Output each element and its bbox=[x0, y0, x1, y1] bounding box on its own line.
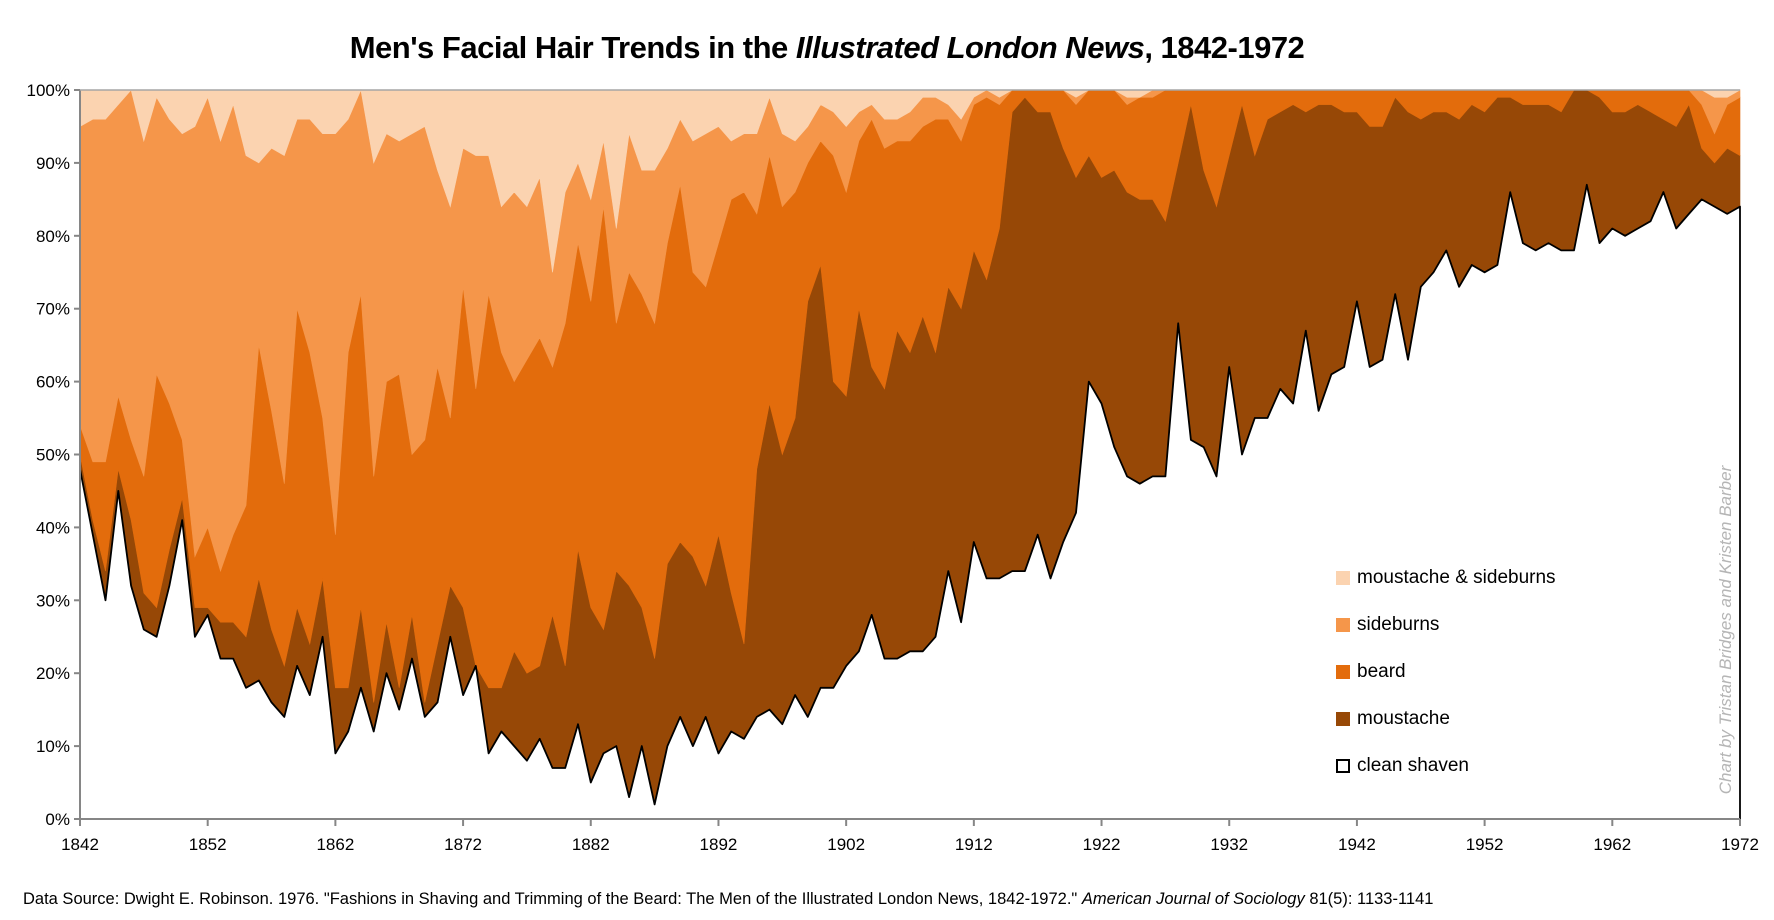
x-tick-label: 1882 bbox=[572, 835, 610, 854]
legend-item: clean shaven bbox=[1336, 754, 1469, 778]
legend-item: beard bbox=[1336, 660, 1406, 684]
legend-swatch bbox=[1336, 618, 1350, 632]
legend-item: sideburns bbox=[1336, 613, 1439, 637]
x-tick-label: 1852 bbox=[189, 835, 227, 854]
x-tick-label: 1892 bbox=[700, 835, 738, 854]
legend-label: moustache & sideburns bbox=[1357, 567, 1556, 588]
x-tick-label: 1952 bbox=[1466, 835, 1504, 854]
legend-label: moustache bbox=[1357, 708, 1450, 729]
data-source: Data Source: Dwight E. Robinson. 1976. "… bbox=[23, 890, 1433, 909]
y-tick-label: 20% bbox=[36, 664, 70, 683]
y-tick-label: 80% bbox=[36, 227, 70, 246]
x-tick-label: 1912 bbox=[955, 835, 993, 854]
x-tick-label: 1962 bbox=[1593, 835, 1631, 854]
title-prefix: Men's Facial Hair Trends in the bbox=[349, 30, 796, 65]
x-tick-label: 1862 bbox=[316, 835, 354, 854]
source-citation: 81(5): 1133-1141 bbox=[1304, 890, 1434, 908]
y-tick-label: 30% bbox=[36, 591, 70, 610]
legend-label: beard bbox=[1357, 661, 1406, 682]
clean-shaven-line bbox=[79, 183, 1741, 819]
legend-swatch bbox=[1336, 759, 1350, 773]
legend-item: moustache & sideburns bbox=[1336, 566, 1556, 590]
legend-swatch bbox=[1336, 665, 1350, 679]
legend-item: moustache bbox=[1336, 707, 1450, 731]
source-journal: American Journal of Sociology bbox=[1081, 890, 1305, 908]
legend-swatch bbox=[1336, 571, 1350, 585]
x-tick-label: 1902 bbox=[827, 835, 865, 854]
y-tick-label: 70% bbox=[36, 300, 70, 319]
y-tick-label: 100% bbox=[27, 81, 70, 100]
source-text: Data Source: Dwight E. Robinson. 1976. "… bbox=[23, 890, 1082, 908]
title-italic: Illustrated London News bbox=[795, 30, 1145, 65]
legend-label: sideburns bbox=[1357, 614, 1440, 635]
y-tick-label: 40% bbox=[36, 518, 70, 537]
y-tick-label: 0% bbox=[45, 810, 70, 829]
x-tick-label: 1932 bbox=[1210, 835, 1248, 854]
y-tick-label: 50% bbox=[36, 446, 70, 465]
chart-credit: Chart by Tristan Bridges and Kristen Bar… bbox=[1716, 465, 1735, 795]
y-tick-label: 60% bbox=[36, 373, 70, 392]
x-tick-label: 1942 bbox=[1338, 835, 1376, 854]
chart-title: Men's Facial Hair Trends in the Illustra… bbox=[0, 30, 1654, 66]
x-tick-label: 1872 bbox=[444, 835, 482, 854]
legend-swatch bbox=[1336, 712, 1350, 726]
x-tick-label: 1842 bbox=[61, 835, 99, 854]
legend-label: clean shaven bbox=[1357, 755, 1469, 776]
y-tick-label: 90% bbox=[36, 154, 70, 173]
x-tick-label: 1922 bbox=[1083, 835, 1121, 854]
title-suffix: , 1842-1972 bbox=[1144, 30, 1305, 65]
x-tick-label: 1972 bbox=[1721, 835, 1759, 854]
y-tick-label: 10% bbox=[36, 737, 70, 756]
